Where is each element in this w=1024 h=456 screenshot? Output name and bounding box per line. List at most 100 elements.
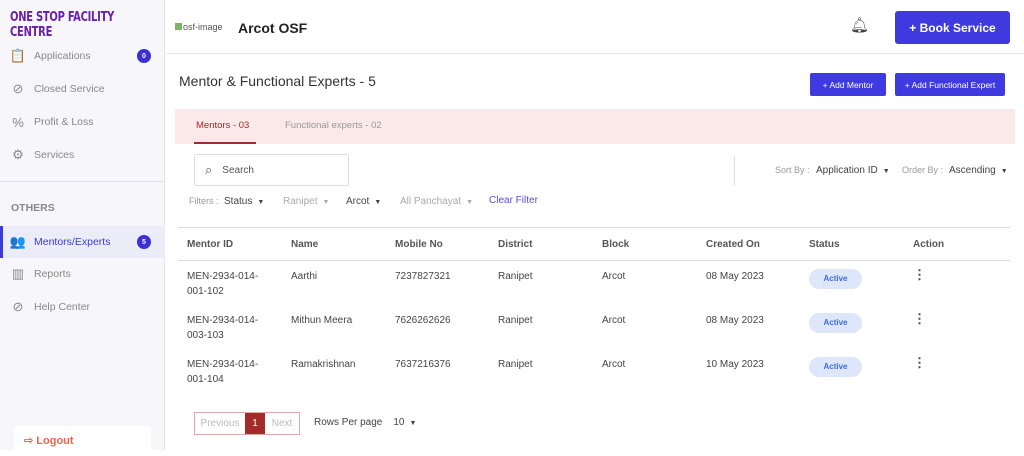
col-block[interactable]: Block [593, 227, 697, 261]
mentor-id: MEN-2934-014-003-103 [187, 314, 259, 341]
mobile: 7626262626 [395, 314, 451, 326]
sidebar-item-applications[interactable]: 📋 Applications 0 [0, 40, 165, 72]
search-input[interactable]: ⌕ Search [194, 154, 349, 186]
created-on: 10 May 2023 [706, 358, 764, 370]
action-cell: ⋮ [904, 261, 1010, 305]
action-cell: ⋮ [904, 349, 1010, 393]
previous-button[interactable]: Previous [200, 418, 240, 429]
status-cell: Active [800, 349, 904, 393]
page-1-button[interactable]: 1 [245, 413, 265, 434]
rows-per-page: Rows Per page 10 ▼ [314, 417, 416, 428]
sidebar: ONE STOP FACILITY CENTRE 📋 Applications 0 … [0, 0, 165, 456]
sidebar-item-profit-loss[interactable]: % Profit & Loss [0, 106, 165, 138]
sidebar-item-label: Services [34, 149, 75, 161]
clear-filter-link[interactable]: Clear Filter [489, 195, 538, 206]
filter-value: Status [224, 196, 253, 207]
filter-panchayat[interactable]: All Panchayat ▼ [400, 196, 473, 207]
sort-value: Application ID [816, 165, 878, 176]
more-vertical-icon[interactable]: ⋮ [913, 310, 926, 326]
sidebar-item-label: Help Center [34, 301, 91, 313]
col-name[interactable]: Name [282, 227, 386, 261]
sidebar-item-label: Closed Service [34, 83, 105, 95]
table-row[interactable]: MEN-2934-014-003-103 Mithun Meera 762626… [178, 305, 1010, 349]
pagination: Previous 1 Next [194, 412, 300, 435]
status-badge: Active [809, 269, 862, 289]
col-status[interactable]: Status [800, 227, 904, 261]
book-service-button[interactable]: + Book Service [895, 11, 1010, 44]
sidebar-item-services[interactable]: ⚙ Services [0, 139, 165, 171]
mentor-name: Ramakrishnan [291, 358, 356, 370]
created-on: 08 May 2023 [706, 271, 764, 282]
block: Arcot [602, 314, 626, 326]
tab-functional-experts[interactable]: Functional experts - 02 [285, 120, 382, 131]
order-label: Order By : [902, 165, 944, 175]
district: Ranipet [498, 314, 533, 326]
mentor-name: Aarthi [291, 271, 318, 282]
filter-value: Arcot [346, 196, 370, 207]
block: Arcot [602, 358, 626, 370]
tag-percent-icon: % [12, 114, 24, 130]
sidebar-item-label: Mentors/Experts [34, 236, 111, 248]
tab-mentors[interactable]: Mentors - 03 [193, 120, 257, 144]
more-vertical-icon[interactable]: ⋮ [913, 267, 926, 282]
mobile: 7637216376 [395, 358, 451, 370]
sidebar-item-label: Reports [34, 268, 71, 280]
filter-block[interactable]: Arcot ▼ [346, 196, 381, 207]
page-title: Mentor & Functional Experts - 5 [179, 73, 376, 89]
status-cell: Active [800, 305, 904, 349]
mentor-id: MEN-2934-014-001-104 [187, 358, 259, 385]
district: Ranipet [498, 358, 533, 370]
sidebar-item-help[interactable]: ⊘ Help Center [0, 291, 165, 323]
mentor-name: Mithun Meera [291, 314, 353, 326]
sidebar-item-label: Profit & Loss [34, 116, 94, 128]
divider [734, 156, 735, 186]
table-row[interactable]: MEN-2934-014-001-104 Ramakrishnan 763721… [178, 349, 1010, 393]
order-dropdown[interactable]: Ascending ▼ [949, 165, 1008, 176]
table-row[interactable]: MEN-2934-014-001-102 Aarthi 7237827321 R… [178, 261, 1010, 305]
caret-down-icon: ▼ [322, 199, 330, 206]
rows-per-page-select[interactable]: 10 ▼ [393, 417, 416, 428]
caret-down-icon: ▼ [374, 199, 382, 206]
caret-down-icon: ▼ [257, 199, 265, 206]
sort-label: Sort By : [775, 165, 810, 175]
sidebar-item-reports[interactable]: ▥ Reports [0, 258, 165, 290]
bell-icon[interactable]: 🔔︎ [850, 17, 870, 34]
bar-chart-icon: ▥ [11, 266, 25, 281]
col-district[interactable]: District [489, 227, 593, 261]
logout-label: Logout [36, 435, 74, 447]
filter-value: Ranipet [283, 196, 318, 207]
more-vertical-icon[interactable]: ⋮ [913, 354, 926, 370]
block: Arcot [602, 271, 626, 282]
status-badge: Active [809, 312, 862, 333]
col-created[interactable]: Created On [697, 227, 800, 261]
next-button[interactable]: Next [271, 418, 293, 429]
section-title: OTHERS [11, 202, 55, 214]
col-action: Action [904, 227, 1010, 261]
status-cell: Active [800, 261, 904, 305]
divider [0, 181, 165, 182]
col-mobile[interactable]: Mobile No [386, 227, 489, 261]
check-circle-icon: ⊘ [12, 299, 24, 314]
check-circle-icon: ⊘ [12, 81, 24, 96]
caret-down-icon: ▼ [882, 168, 890, 175]
mentors-table: Mentor ID Name Mobile No District Block … [178, 227, 1010, 393]
logout-button[interactable]: ⇨ Logout [14, 426, 151, 456]
clipboard-icon: 📋 [9, 48, 27, 63]
created-on: 08 May 2023 [706, 314, 764, 326]
add-functional-expert-button[interactable]: + Add Functional Expert [895, 73, 1005, 96]
mobile: 7237827321 [395, 271, 451, 282]
sidebar-item-closed-service[interactable]: ⊘ Closed Service [0, 73, 165, 105]
col-mentor-id[interactable]: Mentor ID [178, 227, 282, 261]
filter-district[interactable]: Ranipet ▼ [283, 196, 329, 207]
users-icon: 👥 [9, 234, 27, 249]
sort-dropdown[interactable]: Application ID ▼ [816, 165, 890, 176]
add-mentor-button[interactable]: + Add Mentor [810, 73, 886, 96]
sidebar-item-label: Applications [34, 50, 91, 62]
gear-icon: ⚙ [12, 147, 24, 162]
search-icon: ⌕ [205, 162, 213, 177]
sidebar-item-mentors[interactable]: 👥 Mentors/Experts 5 [0, 226, 165, 258]
logo-image: osf-image [175, 22, 223, 32]
mentors-badge: 5 [137, 235, 151, 249]
brand-title: ONE STOP FACILITY CENTRE [10, 10, 115, 40]
filter-status[interactable]: Status ▼ [224, 196, 264, 207]
